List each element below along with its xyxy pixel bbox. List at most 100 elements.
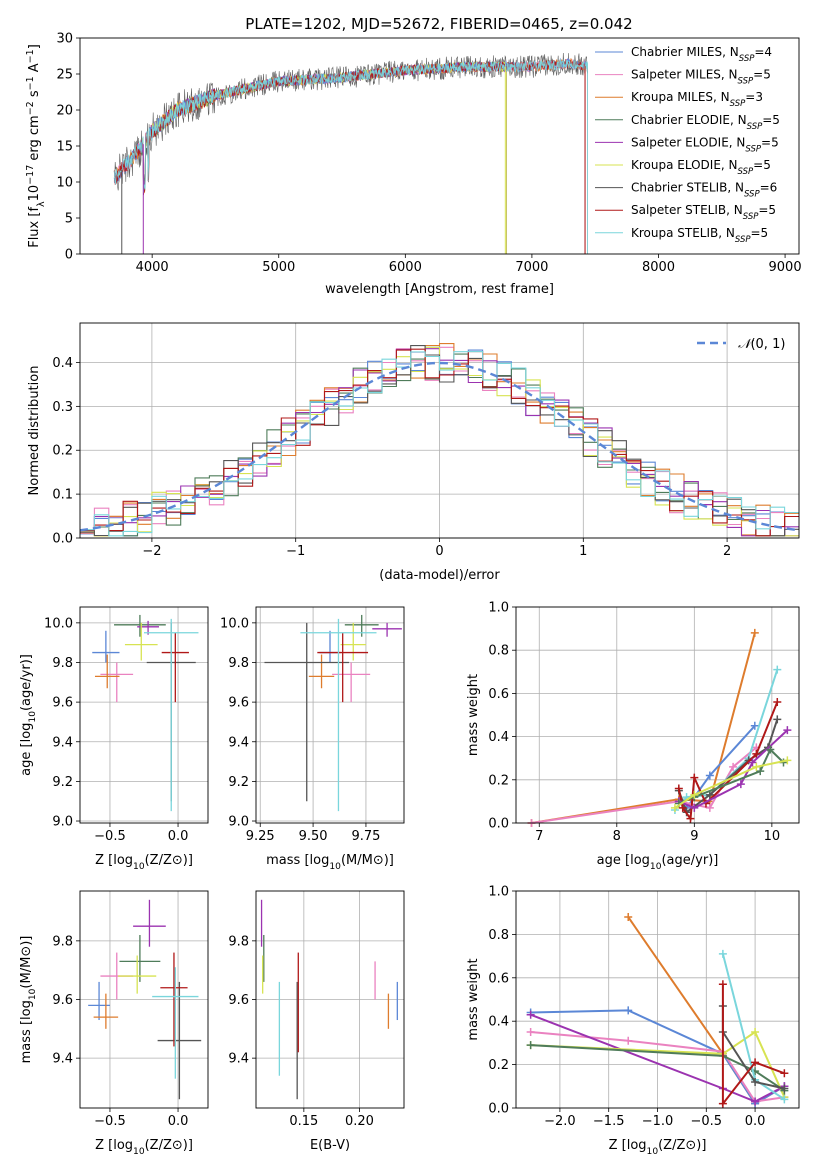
y-tick-label: 0.0 [488, 817, 509, 832]
legend-entry: Salpeter STELIB, NSSP=5 [631, 203, 776, 222]
x-tick-label: 0.0 [168, 1114, 189, 1129]
errorbar-point [308, 654, 335, 689]
spectrum-line [113, 59, 586, 254]
weight-series [674, 726, 792, 812]
y-tick-label: 0.0 [488, 1102, 509, 1117]
series-marker [624, 1036, 633, 1045]
weight-series [718, 1002, 789, 1093]
axes-frame [79, 890, 209, 1109]
series-marker [751, 1058, 760, 1067]
y-tick-label: 9.6 [228, 696, 249, 711]
age-vs-mass-plot: 9.25 9.50 9.75 9.0 9.2 9.4 9.6 9.8 10.0 mass [log… [220, 606, 405, 872]
histogram-step [80, 343, 799, 537]
y-axis-label: Flux [fλ10−17 erg cm−2 s−1 A−1] [25, 44, 47, 248]
y-tick-label: 0.2 [52, 444, 73, 459]
y-axis-label: mass weight [466, 674, 481, 756]
weight-vs-metallicity-plot: −2.0 −1.5 −1.0 −0.5 0.0 0.0 0.2 0.4 0.6 0.8 1.0 Z [… [466, 885, 800, 1157]
y-tick-label: 15 [56, 140, 73, 155]
y-tick-label: 0.4 [488, 730, 509, 745]
y-tick-label: 0 [65, 248, 73, 263]
series-marker [690, 773, 699, 782]
x-tick-label: 7 [535, 829, 543, 844]
legend-entry: Kroupa ELODIE, NSSP=5 [631, 158, 771, 177]
y-tick-label: 0.2 [488, 773, 509, 788]
histogram-step [80, 351, 799, 537]
y-tick-label: 0.8 [488, 644, 509, 659]
legend-entry: Chabrier STELIB, NSSP=6 [631, 181, 777, 200]
series-marker [686, 814, 695, 823]
y-tick-label: 9.4 [52, 735, 73, 750]
series-marker [526, 1028, 535, 1037]
y-tick-label: 0.6 [488, 687, 509, 702]
x-tick-label: 9000 [769, 260, 802, 275]
errorbar-point [340, 622, 366, 661]
spectrum-plot: 4000 5000 6000 7000 8000 9000 0 5 10 15 20 25 30 wave… [25, 32, 802, 298]
errorbar-point [264, 622, 350, 802]
y-tick-label: 0.1 [52, 488, 73, 503]
series-marker [736, 780, 745, 789]
errorbar-point [88, 981, 110, 1021]
y-tick-label: 9.4 [52, 1052, 73, 1067]
series-marker [670, 803, 679, 812]
legend-entry: 𝒩(0, 1) [738, 337, 785, 352]
series-line [674, 759, 788, 809]
y-tick-label: 30 [56, 32, 73, 47]
errorbar-point [94, 654, 120, 689]
series-line [721, 984, 785, 1107]
x-tick-label: 0.0 [168, 829, 189, 844]
y-tick-label: 9.2 [52, 775, 73, 790]
x-tick-label: −2 [142, 544, 161, 559]
y-tick-label: 0.3 [52, 400, 73, 415]
axes-frame [255, 890, 405, 1109]
series-marker [751, 1028, 760, 1037]
age-vs-metallicity-plot: −0.5 0.0 9.0 9.2 9.4 9.6 9.8 10.0 Z [log10(Z/Z⊙)… [19, 606, 209, 872]
series-marker [780, 1069, 789, 1078]
spectrum-line [113, 58, 586, 254]
x-tick-label: −0.5 [94, 829, 126, 844]
legend-entry: Chabrier ELODIE, NSSP=5 [631, 113, 780, 132]
spectrum-line [139, 61, 507, 254]
y-tick-label: 0.4 [488, 1015, 509, 1030]
series-marker [780, 1084, 789, 1093]
errorbar-point [124, 622, 158, 661]
y-tick-label: 0.2 [488, 1058, 509, 1073]
weight-series [527, 628, 759, 827]
series-marker [526, 1010, 535, 1019]
y-tick-label: 9.2 [228, 775, 249, 790]
series-line [530, 1044, 785, 1092]
x-tick-label: 0.20 [345, 1114, 374, 1129]
histogram-step [80, 346, 799, 537]
series-marker [751, 1097, 760, 1106]
series-marker [690, 790, 699, 799]
series-marker [705, 803, 714, 812]
series-marker [674, 784, 683, 793]
series-marker [773, 715, 782, 724]
y-tick-label: 1.0 [488, 885, 509, 900]
legend-entry: Chabrier MILES, NSSP=4 [631, 45, 772, 64]
gaussian-reference-curve [80, 361, 799, 532]
x-tick-label: −0.5 [94, 1114, 126, 1129]
y-tick-label: 9.4 [228, 1052, 249, 1067]
y-axis-label: age [log10(age/yr)] [19, 654, 38, 776]
spectrum-lines [113, 52, 588, 254]
x-tick-label: 0 [435, 544, 443, 559]
axes-frame [79, 37, 800, 255]
x-tick-label: 5000 [262, 260, 295, 275]
weight-series [674, 698, 782, 823]
series-marker [729, 762, 738, 771]
series-line [530, 1030, 786, 1098]
errorbar-point [300, 618, 377, 812]
x-axis-label: Z [log10(Z/Z⊙)] [95, 853, 193, 872]
weight-series [718, 980, 789, 1108]
series-marker [705, 771, 714, 780]
histogram-step [80, 348, 799, 537]
series-marker [756, 767, 765, 776]
y-tick-label: 9.8 [52, 934, 73, 949]
y-axis-label: Normed distribution [27, 366, 42, 496]
x-tick-label: 8 [613, 829, 621, 844]
x-axis-label: Z [log10(Z/Z⊙)] [95, 1138, 193, 1157]
x-axis-label: E(B-V) [310, 1138, 350, 1153]
y-tick-label: 9.0 [52, 815, 73, 830]
errorbar-point [114, 614, 166, 637]
